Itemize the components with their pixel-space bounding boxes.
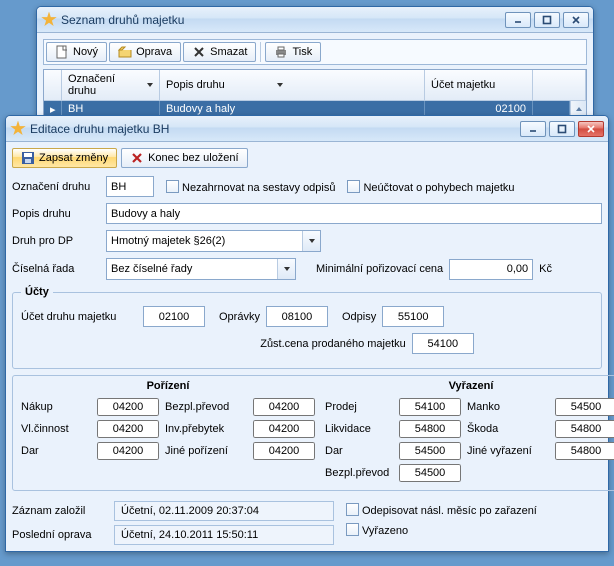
minporiz-input[interactable] xyxy=(449,259,533,280)
nezahrnovat-checkbox[interactable] xyxy=(166,180,179,193)
leg-ucty: Účty xyxy=(21,286,53,298)
lbl-jinevyrazeni: Jiné vyřazení xyxy=(467,445,549,457)
list-toolbar: Nový Oprava Smazat Tisk xyxy=(43,39,587,65)
close-button[interactable] xyxy=(563,12,589,28)
close-button[interactable] xyxy=(578,121,604,137)
lbl-ciselna: Číselná řada xyxy=(12,263,100,275)
lbl-zaznam: Záznam založil xyxy=(12,505,108,517)
app-icon xyxy=(10,121,26,137)
lbl-ucetdruhu: Účet druhu majetku xyxy=(21,311,137,323)
druhdp-input[interactable] xyxy=(107,231,302,251)
zaznam-value: Účetní, 02.11.2009 20:37:04 xyxy=(114,501,334,521)
lbl-nezahrnovat: Nezahrnovat na sestavy odpisů xyxy=(182,182,335,194)
lbl-neuctovat: Neúčtovat o pohybech majetku xyxy=(363,182,514,194)
minimize-button[interactable] xyxy=(505,12,531,28)
ucetdruhu-input[interactable] xyxy=(143,306,205,327)
nakup-input[interactable] xyxy=(97,398,159,416)
lbl-kc: Kč xyxy=(539,263,552,275)
likvidace-input[interactable] xyxy=(399,420,461,438)
lbl-minporiz: Minimální pořizovací cena xyxy=(316,263,443,275)
chevron-down-icon[interactable] xyxy=(302,231,320,251)
lbl-jineporizeni: Jiné pořízení xyxy=(165,445,247,457)
vlcinnost-input[interactable] xyxy=(97,420,159,438)
minimize-button[interactable] xyxy=(520,121,546,137)
col-popis[interactable]: Popis druhu xyxy=(166,79,225,91)
movements-group: Pořízení Nákup Bezpl.převod Vl.činnost I… xyxy=(12,375,614,491)
lbl-druhdp: Druh pro DP xyxy=(12,235,100,247)
edit-window: Editace druhu majetku BH Zapsat změny Ko… xyxy=(5,115,609,552)
neuctovat-checkbox[interactable] xyxy=(347,180,360,193)
lbl-vlcinnost: Vl.činnost xyxy=(21,423,91,435)
invprebytek-input[interactable] xyxy=(253,420,315,438)
list-titlebar[interactable]: Seznam druhů majetku xyxy=(37,7,593,33)
delete-button-label: Smazat xyxy=(210,46,247,58)
bezplprevod-v-input[interactable] xyxy=(399,464,461,482)
lbl-dar-v: Dar xyxy=(325,445,393,457)
cancel-button[interactable]: Konec bez uložení xyxy=(121,148,248,168)
lbl-dar-p: Dar xyxy=(21,445,91,457)
ciselna-combo[interactable] xyxy=(106,258,296,280)
app-icon xyxy=(41,12,57,28)
lbl-zust: Zůst.cena prodaného majetku xyxy=(260,338,406,350)
lbl-vyrazeno: Vyřazeno xyxy=(362,525,408,537)
prodej-input[interactable] xyxy=(399,398,461,416)
odpisy-input[interactable] xyxy=(382,306,444,327)
dar-p-input[interactable] xyxy=(97,442,159,460)
lbl-invprebytek: Inv.přebytek xyxy=(165,423,247,435)
oznaceni-input[interactable] xyxy=(106,176,154,197)
lbl-skoda: Škoda xyxy=(467,423,549,435)
new-button-label: Nový xyxy=(73,46,98,58)
ucty-group: Účty Účet druhu majetku Oprávky Odpisy Z… xyxy=(12,286,602,369)
lbl-odpisy: Odpisy xyxy=(342,311,376,323)
cancel-button-label: Konec bez uložení xyxy=(148,152,239,164)
lbl-likvidace: Likvidace xyxy=(325,423,393,435)
opravky-input[interactable] xyxy=(266,306,328,327)
ciselna-input[interactable] xyxy=(107,259,277,279)
lbl-oznaceni: Označení druhu xyxy=(12,181,100,193)
maximize-button[interactable] xyxy=(549,121,575,137)
dar-v-input[interactable] xyxy=(399,442,461,460)
jinevyrazeni-input[interactable] xyxy=(555,442,614,460)
lbl-bezplprevod: Bezpl.převod xyxy=(165,401,247,413)
bezplprevod-input[interactable] xyxy=(253,398,315,416)
maximize-button[interactable] xyxy=(534,12,560,28)
manko-input[interactable] xyxy=(555,398,614,416)
lbl-posledni: Poslední oprava xyxy=(12,529,108,541)
lbl-manko: Manko xyxy=(467,401,549,413)
edit-button-label: Oprava xyxy=(136,46,172,58)
new-button[interactable]: Nový xyxy=(46,42,107,62)
save-button-label: Zapsat změny xyxy=(39,152,108,164)
edit-title: Editace druhu majetku BH xyxy=(30,122,520,136)
posledni-value: Účetní, 24.10.2011 15:50:11 xyxy=(114,525,334,545)
save-button[interactable]: Zapsat změny xyxy=(12,148,117,168)
lbl-popis: Popis druhu xyxy=(12,208,100,220)
h-vyrazeni: Vyřazení xyxy=(325,380,614,392)
lbl-bezplprevod-v: Bezpl.převod xyxy=(325,467,393,479)
lbl-opravky: Oprávky xyxy=(219,311,260,323)
skoda-input[interactable] xyxy=(555,420,614,438)
delete-button[interactable]: Smazat xyxy=(183,42,256,62)
popis-input[interactable] xyxy=(106,203,602,224)
lbl-prodej: Prodej xyxy=(325,401,393,413)
odepisovat-checkbox[interactable] xyxy=(346,503,359,516)
lbl-odepisovat: Odepisovat násl. měsíc po zařazení xyxy=(362,505,537,517)
edit-button[interactable]: Oprava xyxy=(109,42,181,62)
chevron-down-icon[interactable] xyxy=(277,259,295,279)
vyrazeno-checkbox[interactable] xyxy=(346,523,359,536)
col-oznaceni[interactable]: Označení druhu xyxy=(68,73,144,97)
jineporizeni-input[interactable] xyxy=(253,442,315,460)
col-ucet[interactable]: Účet majetku xyxy=(431,79,495,91)
list-title: Seznam druhů majetku xyxy=(61,13,505,27)
print-button[interactable]: Tisk xyxy=(265,42,321,62)
zust-input[interactable] xyxy=(412,333,474,354)
edit-titlebar[interactable]: Editace druhu majetku BH xyxy=(6,116,608,142)
h-porizeni: Pořízení xyxy=(21,380,315,392)
druhdp-combo[interactable] xyxy=(106,230,321,252)
print-button-label: Tisk xyxy=(292,46,312,58)
lbl-nakup: Nákup xyxy=(21,401,91,413)
